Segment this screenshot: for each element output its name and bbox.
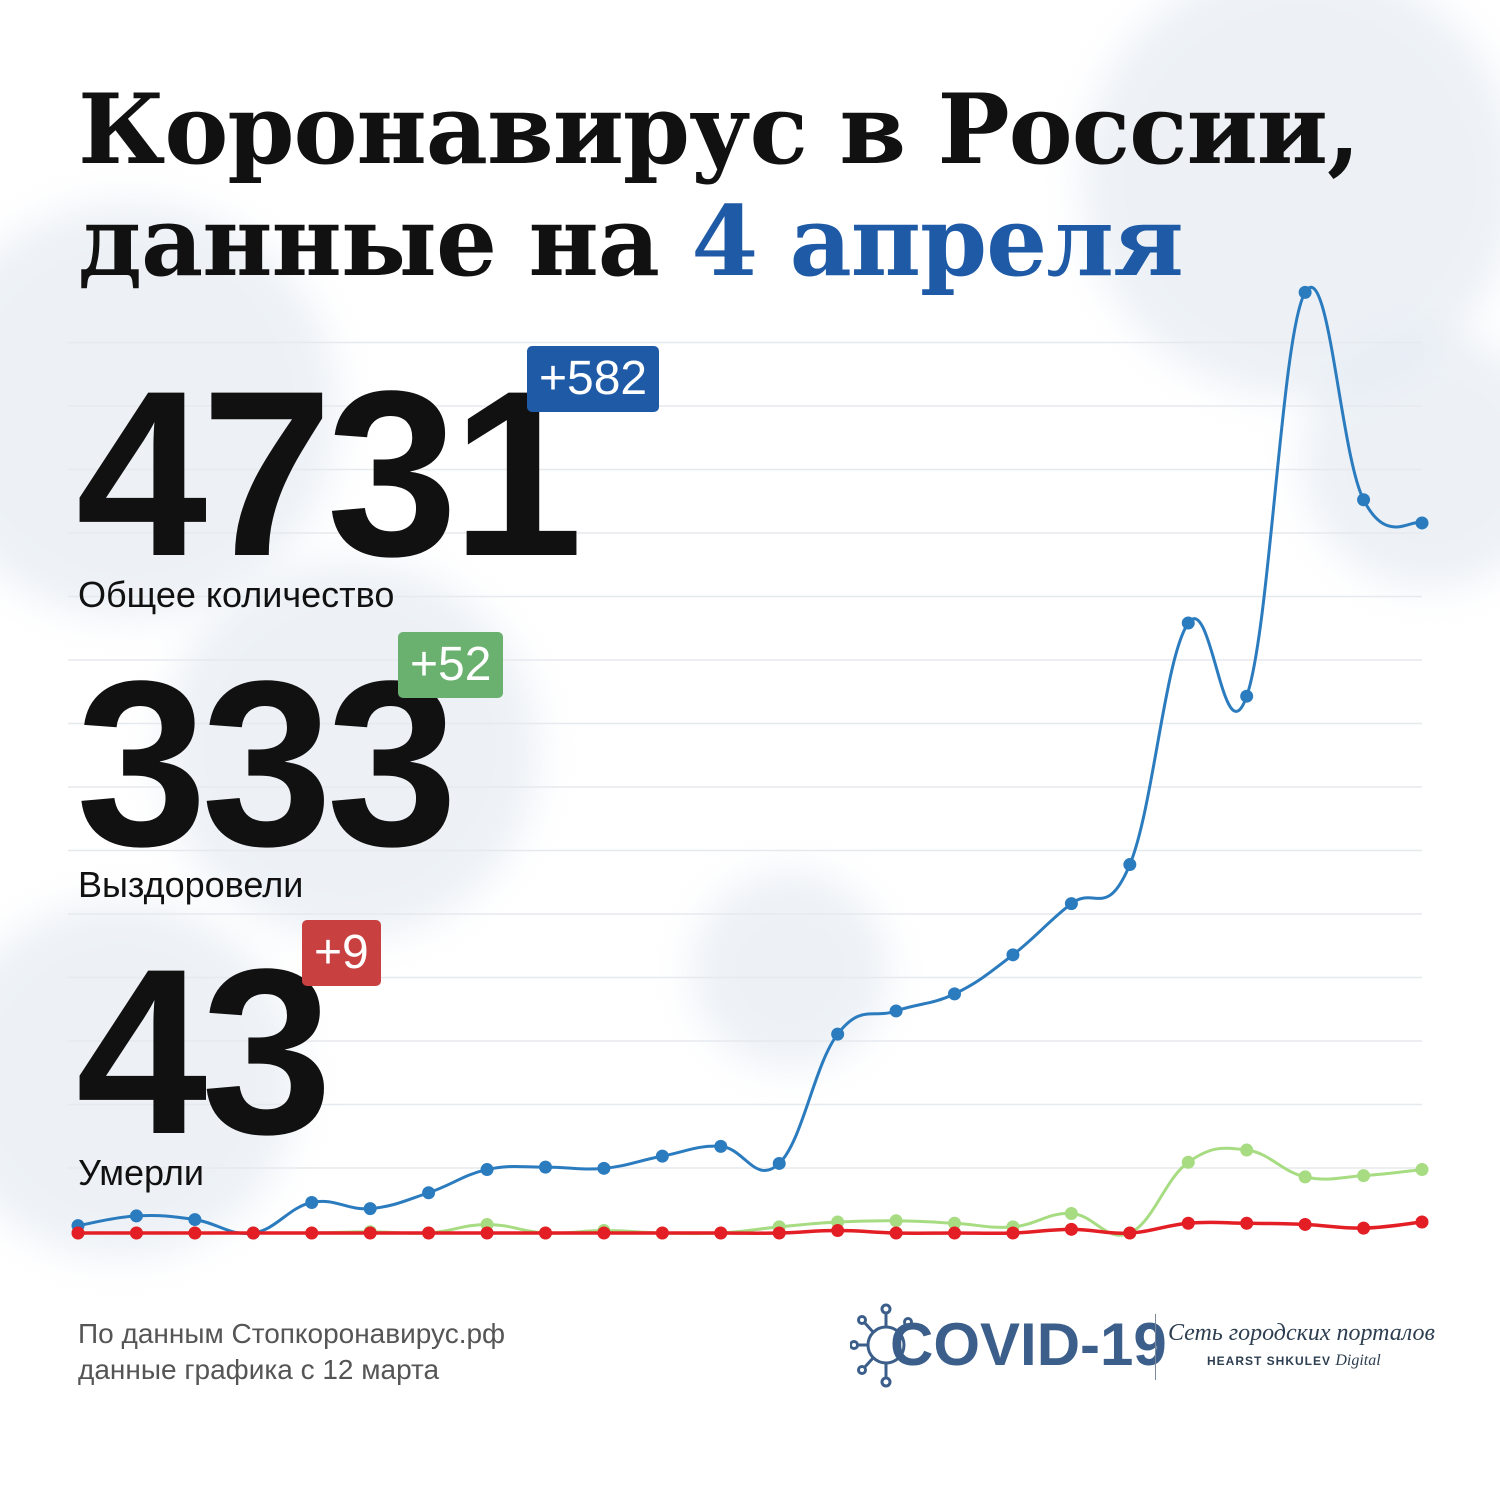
data-point-deaths	[889, 1226, 903, 1240]
data-point-recovered	[1415, 1163, 1429, 1177]
data-point-deaths	[188, 1226, 202, 1240]
data-point-total	[714, 1139, 728, 1153]
data-point-deaths	[1123, 1226, 1137, 1240]
recovered-value: 333	[76, 632, 458, 896]
network-name: Сеть городских порталов	[1168, 1320, 1435, 1346]
data-point-total	[1181, 616, 1195, 630]
data-point-deaths	[480, 1226, 494, 1240]
data-point-total	[129, 1209, 143, 1223]
data-point-deaths	[772, 1226, 786, 1240]
data-point-total	[597, 1161, 611, 1175]
source-line: По данным Стопкоронавирус.рф	[78, 1318, 506, 1349]
data-point-deaths	[305, 1226, 319, 1240]
recovered-delta-badge: +52	[398, 632, 504, 698]
data-point-total	[1298, 285, 1312, 299]
series-line-deaths	[77, 1220, 1423, 1236]
data-point-deaths	[71, 1226, 85, 1240]
data-point-total	[948, 987, 962, 1001]
data-point-deaths	[948, 1226, 962, 1240]
series-total	[71, 285, 1429, 1240]
data-point-total	[1006, 948, 1020, 962]
data-point-deaths	[129, 1226, 143, 1240]
data-point-total	[772, 1156, 786, 1170]
data-point-total	[1240, 689, 1254, 703]
data-point-recovered	[1357, 1169, 1371, 1183]
data-point-deaths	[422, 1226, 436, 1240]
data-point-deaths	[538, 1226, 552, 1240]
data-point-recovered	[1298, 1170, 1312, 1184]
data-point-recovered	[1181, 1155, 1195, 1169]
deaths-delta-badge: +9	[302, 920, 381, 986]
data-point-total	[188, 1213, 202, 1227]
data-point-total	[538, 1160, 552, 1174]
data-point-deaths	[831, 1224, 845, 1238]
covid-logo: COVID-19 Сеть городских порталов HEARST …	[850, 1300, 1450, 1390]
background-virus-texture	[0, 200, 340, 620]
data-point-total	[305, 1196, 319, 1209]
data-point-total	[480, 1163, 494, 1177]
page-title: Коронавирус в России, данные на 4 апреля	[78, 73, 1360, 298]
recovered-label: Выздоровели	[78, 864, 304, 905]
hearst-text: HEARST SHKULEV	[1207, 1354, 1332, 1368]
title-line2-prefix: данные на	[78, 185, 692, 298]
virus-icon	[850, 1303, 913, 1388]
deaths-label: Умерли	[78, 1152, 204, 1193]
title-date: 4 апреля	[691, 185, 1183, 298]
data-point-total	[1415, 516, 1429, 530]
deaths-value: 43	[76, 920, 333, 1184]
chart-series	[71, 285, 1429, 1240]
background-virus-texture	[690, 870, 890, 1070]
chart-start-line: данные графика с 12 марта	[78, 1354, 440, 1385]
data-point-deaths	[1181, 1216, 1195, 1230]
data-point-deaths	[1415, 1215, 1429, 1229]
total-cases-delta-badge: +582	[527, 346, 660, 412]
total-cases-value: 4731	[76, 342, 583, 606]
background-virus-texture	[0, 900, 300, 1260]
logo-divider	[1155, 1314, 1156, 1380]
data-point-total	[363, 1202, 377, 1216]
data-point-total	[831, 1027, 845, 1041]
data-point-deaths	[714, 1226, 728, 1240]
data-point-deaths	[1298, 1217, 1312, 1231]
data-point-recovered	[1064, 1206, 1078, 1220]
covid-logo-text: COVID-19	[890, 1311, 1167, 1378]
data-point-recovered	[1240, 1143, 1254, 1157]
data-point-total	[1123, 858, 1137, 872]
data-point-deaths	[1240, 1216, 1254, 1230]
data-point-total	[889, 1004, 903, 1018]
data-point-deaths	[655, 1226, 669, 1240]
data-point-total	[655, 1149, 669, 1163]
data-point-total	[422, 1186, 436, 1200]
data-point-deaths	[1064, 1222, 1078, 1236]
data-point-recovered	[889, 1214, 903, 1228]
data-point-deaths	[597, 1226, 611, 1240]
data-point-deaths	[246, 1226, 260, 1240]
chart-gridlines	[68, 341, 1422, 1169]
data-point-total	[1064, 897, 1078, 911]
data-point-deaths	[1006, 1226, 1020, 1240]
series-deaths	[71, 1215, 1429, 1240]
source-footnote: По данным Стопкоронавирус.рф данные граф…	[78, 1316, 505, 1388]
background-virus-texture	[1300, 330, 1500, 590]
background-virus-texture	[160, 560, 540, 940]
hearst-shkulev-brand: HEARST SHKULEV Digital	[1207, 1352, 1381, 1370]
total-cases-label: Общее количество	[78, 574, 395, 615]
data-point-deaths	[1357, 1221, 1371, 1235]
series-line-total	[77, 286, 1423, 1236]
digital-text: Digital	[1335, 1352, 1381, 1369]
title-line1: Коронавирус в России,	[78, 73, 1360, 186]
data-point-deaths	[363, 1226, 377, 1240]
data-point-recovered	[948, 1216, 962, 1230]
data-point-total	[1357, 493, 1371, 507]
